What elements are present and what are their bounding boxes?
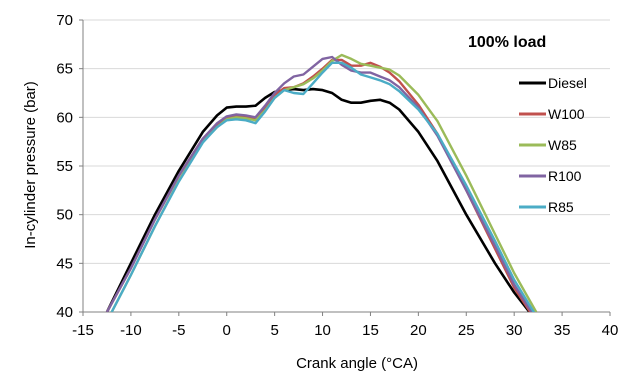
x-tick-label-7: 20: [410, 322, 427, 339]
series-lines: [105, 53, 538, 312]
x-tick-label-11: 40: [602, 322, 619, 339]
axes: 40 45 50 55 60 65 70 -15 -10 -5 0 5 10 15 20 25 30 35 40: [56, 12, 618, 339]
x-tick-label-9: 30: [506, 322, 523, 339]
x-tick-label-6: 15: [362, 322, 379, 339]
y-tick-label-3: 55: [56, 158, 73, 175]
y-tick-label-4: 60: [56, 109, 73, 126]
y-tick-label-6: 70: [56, 12, 73, 29]
series-line-diesel: [105, 87, 532, 312]
x-tick-label-10: 35: [554, 322, 571, 339]
x-axis-title: Crank angle (°CA): [296, 355, 418, 372]
load-annotation: 100% load: [468, 34, 546, 51]
legend-label-w85: W85: [548, 137, 577, 153]
x-tick-label-2: -5: [172, 322, 185, 339]
x-tick-label-5: 10: [314, 322, 331, 339]
y-tick-label-0: 40: [56, 304, 73, 321]
y-axis-title: In-cylinder pressure (bar): [22, 81, 39, 249]
series-line-r100: [105, 55, 533, 312]
y-tick-label-2: 50: [56, 207, 73, 224]
y-tick-label-5: 65: [56, 61, 73, 78]
series-line-r85: [110, 61, 536, 312]
y-tick-label-1: 45: [56, 255, 73, 272]
legend-label-r100: R100: [548, 168, 582, 184]
x-tick-label-0: -15: [72, 322, 94, 339]
x-tick-label-1: -10: [120, 322, 142, 339]
legend-label-r85: R85: [548, 199, 574, 215]
legend: Diesel W100 W85 R100 R85: [519, 75, 587, 215]
x-tick-label-4: 5: [270, 322, 278, 339]
x-tick-label-8: 25: [458, 322, 475, 339]
x-tick-label-3: 0: [223, 322, 231, 339]
legend-label-diesel: Diesel: [548, 75, 587, 91]
legend-label-w100: W100: [548, 106, 585, 122]
